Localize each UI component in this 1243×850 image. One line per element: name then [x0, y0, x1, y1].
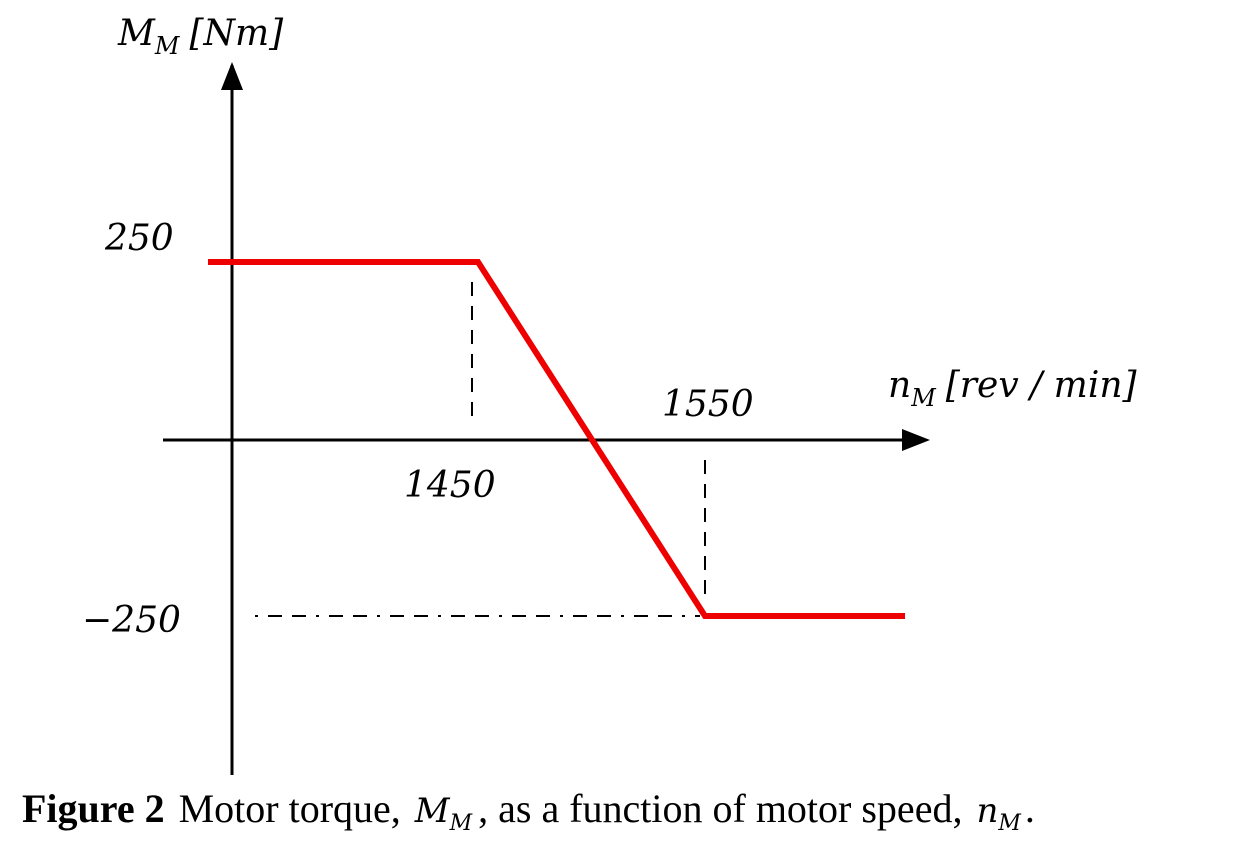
symbol: n [976, 791, 998, 831]
symbol: M [117, 13, 156, 54]
subscript: M [449, 811, 473, 836]
x-axis-label: nM [rev / min] [888, 365, 1138, 412]
label-1550: 1550 [662, 384, 754, 425]
unit: [rev / min] [946, 365, 1138, 406]
y-axis-label: MM [Nm] [117, 13, 284, 60]
caption-text: , as a function of motor speed, [478, 786, 962, 831]
label-1450: 1450 [404, 465, 496, 506]
unit: [Nm] [189, 13, 284, 54]
y-arrow [221, 62, 243, 90]
torque-curve [208, 259, 905, 619]
subscript: M [154, 32, 181, 60]
caption-end: . [1025, 786, 1035, 831]
caption-text: Motor torque, [179, 786, 401, 831]
label-250: 250 [104, 218, 174, 259]
subscript: M [997, 811, 1021, 836]
x-arrow [902, 429, 930, 451]
caption-label: Figure 2 [22, 786, 165, 831]
symbol: n [888, 365, 911, 406]
symbol: M [414, 791, 451, 831]
subscript: M [910, 384, 937, 412]
label-neg250: −250 [82, 600, 181, 641]
caption: Figure 2 Motor torque, MM, as a function o… [22, 786, 1035, 836]
